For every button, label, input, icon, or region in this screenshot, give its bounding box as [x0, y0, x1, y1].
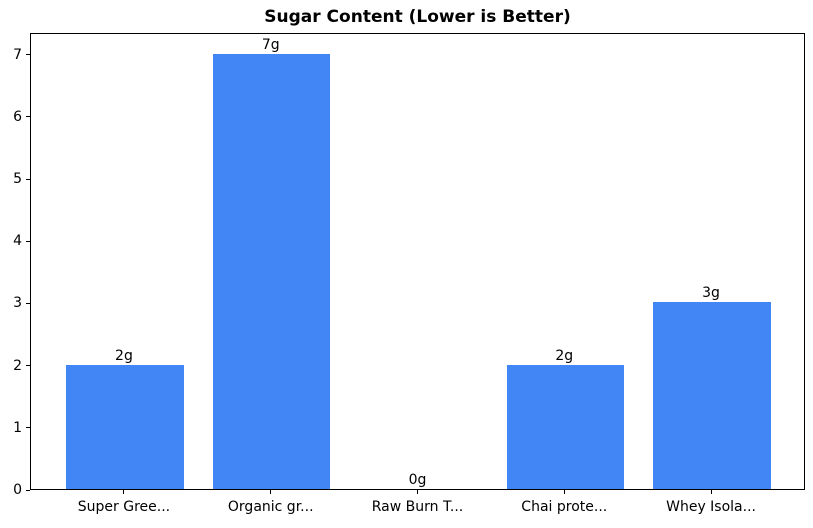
- y-axis-tick: [26, 427, 30, 429]
- bar: [213, 53, 331, 489]
- x-tick-label: Raw Burn T...: [371, 499, 464, 515]
- y-tick-label: 4: [13, 233, 22, 250]
- bar: [506, 364, 624, 489]
- y-axis-tick: [26, 365, 30, 367]
- bar-value-label: 3g: [702, 285, 720, 302]
- x-axis-tick: [417, 490, 418, 494]
- x-tick-label: Super Gree...: [77, 499, 171, 515]
- y-axis-tick: [26, 302, 30, 304]
- x-axis-tick: [123, 490, 125, 494]
- y-tick-label: 7: [13, 46, 22, 63]
- y-axis-tick: [26, 489, 30, 491]
- bar: [66, 364, 184, 489]
- x-tick-label: Organic gr...: [227, 499, 314, 515]
- y-tick-label: 5: [13, 171, 22, 188]
- y-axis-tick: [26, 116, 30, 118]
- bar-value-label: 2g: [115, 347, 133, 364]
- y-axis-tick: [26, 54, 30, 56]
- x-axis-tick: [270, 490, 272, 494]
- bar-value-label: 7g: [261, 36, 280, 53]
- bar-value-label: 2g: [555, 347, 574, 364]
- chart-title: Sugar Content (Lower is Better): [264, 7, 571, 27]
- y-tick-label: 3: [13, 295, 22, 312]
- y-tick-label: 6: [13, 108, 22, 125]
- y-tick-label: 2: [13, 357, 22, 374]
- x-axis-tick: [710, 490, 712, 494]
- x-tick-label: Whey Isola...: [666, 499, 756, 515]
- bar: [653, 302, 771, 489]
- plot-area: [30, 33, 805, 490]
- bar-value-label: 0g: [408, 472, 427, 488]
- x-axis-tick: [563, 490, 565, 494]
- y-tick-label: 0: [13, 482, 22, 498]
- x-tick-label: Chai prote...: [521, 499, 608, 515]
- y-axis-tick: [26, 178, 30, 180]
- y-tick-label: 1: [13, 419, 22, 436]
- y-axis-tick: [26, 240, 30, 242]
